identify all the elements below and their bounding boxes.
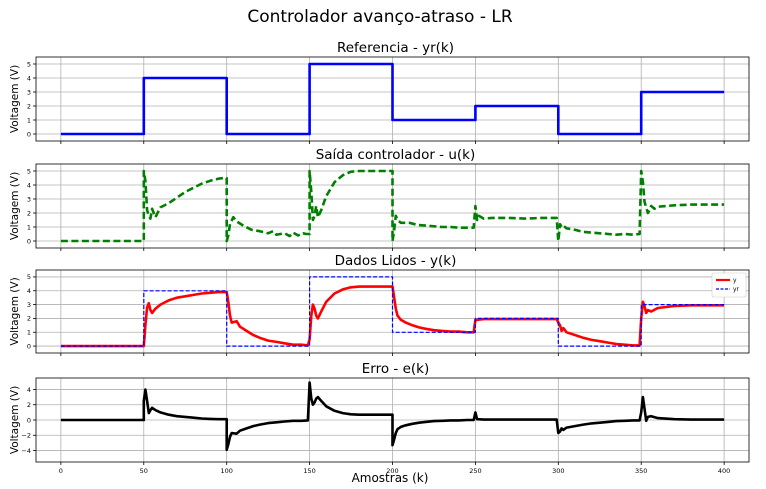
series-line-1 — [60, 169, 725, 243]
legend-label: y — [733, 277, 737, 284]
y-axis-label: Voltagem (V) — [9, 277, 21, 345]
subplot-3: 0 1 2 3 4 5 Dados Lidos - y(k) Voltagem (V) y yr — [9, 253, 750, 356]
y-axis-label: Voltagem (V) — [9, 386, 21, 454]
x-tick-label: 100 — [220, 467, 232, 475]
y-tick-label: 0 — [27, 237, 31, 245]
y-axis-label: Voltagem (V) — [9, 65, 21, 133]
subplot-2: 0 1 2 3 4 5 Saída controlador - u(k) Voltagem (… — [9, 147, 750, 251]
x-tick-label: 150 — [303, 467, 315, 475]
y-tick-label: 1 — [27, 223, 31, 231]
series-line-1 — [60, 62, 725, 136]
y-tick-label: 5 — [27, 167, 31, 175]
subplot-4: 0 50 100 150 200 250 300 350 400 −4 −2 0 2 4 Erro - e(… — [9, 361, 750, 475]
x-tick-label: 50 — [140, 467, 148, 475]
y-tick-label: 3 — [27, 195, 31, 203]
y-tick-label: 1 — [27, 116, 31, 124]
x-tick-label: 300 — [552, 467, 564, 475]
y-tick-label: 4 — [27, 74, 31, 82]
subplot-1: 0 1 2 3 4 5 Referencia - yr(k) Voltagem (V) — [9, 40, 750, 144]
legend-label: yr — [733, 286, 740, 293]
x-tick-label: 350 — [635, 467, 647, 475]
y-tick-label: 5 — [27, 60, 31, 68]
series-line-y — [60, 285, 725, 348]
subplot-title: Saída controlador - u(k) — [316, 147, 476, 163]
y-tick-label: 2 — [27, 401, 31, 409]
y-tick-label: −2 — [21, 432, 31, 440]
y-tick-label: 0 — [27, 416, 31, 424]
y-tick-label: 5 — [27, 273, 31, 281]
y-tick-label: 4 — [27, 181, 31, 189]
x-axis-label: Amostras (k) — [352, 471, 429, 485]
y-tick-label: 2 — [27, 315, 31, 323]
legend: y yr — [711, 272, 747, 298]
x-tick-label: 200 — [386, 467, 398, 475]
x-tick-label: 0 — [59, 467, 63, 475]
y-tick-label: 3 — [27, 88, 31, 96]
subplot-title: Erro - e(k) — [362, 361, 429, 377]
x-tick-label: 250 — [469, 467, 481, 475]
series-line-1 — [60, 381, 725, 452]
x-tick-label: 400 — [718, 467, 730, 475]
legend-box — [711, 272, 747, 298]
figure-title: Controlador avanço-atraso - LR — [247, 7, 512, 27]
subplots: 0 1 2 3 4 5 Referencia - yr(k) Voltagem (V) 0 1 2 3… — [9, 40, 750, 475]
y-tick-label: 4 — [27, 287, 31, 295]
y-tick-label: 2 — [27, 209, 31, 217]
y-tick-label: 1 — [27, 329, 31, 337]
y-tick-label: 0 — [27, 342, 31, 350]
subplot-title: Referencia - yr(k) — [337, 40, 454, 56]
subplot-title: Dados Lidos - y(k) — [335, 253, 457, 269]
y-tick-label: 3 — [27, 301, 31, 309]
y-tick-label: −4 — [21, 447, 31, 455]
y-tick-label: 2 — [27, 102, 31, 110]
y-tick-label: 0 — [27, 130, 31, 138]
y-axis-label: Voltagem (V) — [9, 172, 21, 240]
y-tick-label: 4 — [27, 386, 31, 394]
